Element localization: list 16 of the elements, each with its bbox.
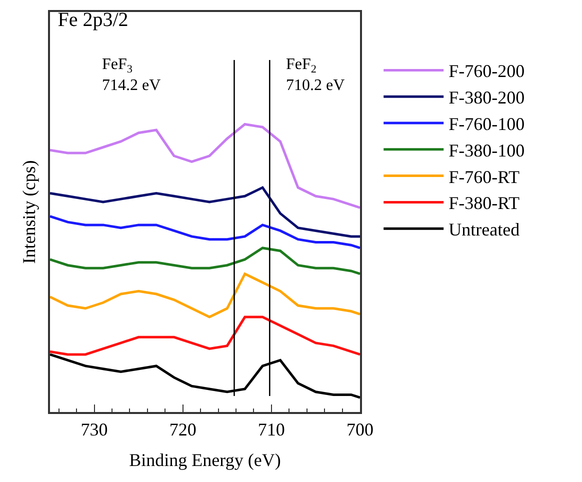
x-tick-label: 720 bbox=[169, 419, 196, 440]
chart-title: Fe 2p3/2 bbox=[58, 9, 128, 32]
legend-label: F-760-RT bbox=[448, 166, 520, 187]
legend-label: F-760-200 bbox=[448, 61, 525, 82]
legend-label: Untreated bbox=[448, 220, 520, 240]
y-axis-title: Intensity (cps) bbox=[18, 160, 39, 264]
legend-label: F-760-100 bbox=[448, 114, 525, 134]
x-tick-label: 700 bbox=[346, 419, 374, 440]
text: FeF$_{2}$ 710.2 eV bbox=[286, 56, 346, 94]
x-tick-label: 730 bbox=[80, 419, 108, 440]
legend-label: F-380-200 bbox=[448, 88, 525, 108]
x-tick-label: 710 bbox=[258, 419, 285, 440]
legend-label: F-380-100 bbox=[448, 140, 525, 160]
text: FeF$_{3}$ 714.2 eV bbox=[102, 56, 162, 94]
x-axis-title: Binding Energy (eV) bbox=[129, 450, 281, 470]
legend-label: F-380-RT bbox=[448, 193, 520, 214]
